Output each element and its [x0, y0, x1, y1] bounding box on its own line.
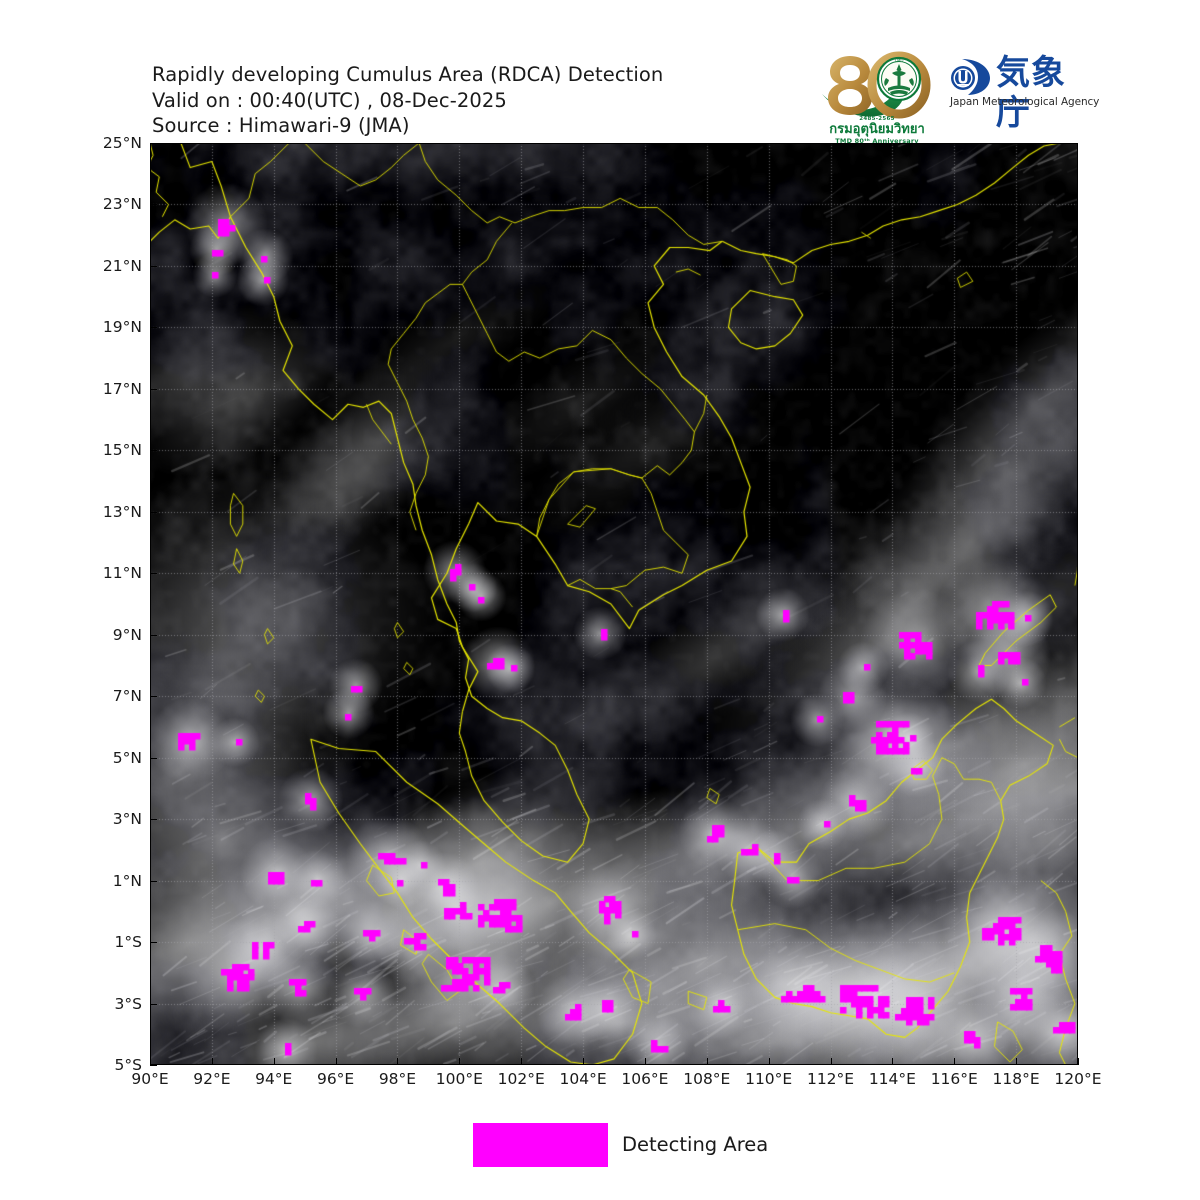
jma-emblem-icon — [951, 59, 990, 95]
longitude-tick-mark — [335, 1058, 337, 1065]
svg-text:TMD: TMD — [894, 58, 904, 63]
longitude-tick-mark — [954, 1058, 956, 1065]
latitude-tick-label: 5°S — [114, 1056, 142, 1074]
latitude-tick-mark — [150, 942, 157, 944]
longitude-tick-mark — [830, 1058, 832, 1065]
latitude-tick-label: 21°N — [102, 256, 142, 275]
longitude-tick-mark — [1016, 1058, 1018, 1065]
legend-label: Detecting Area — [622, 1133, 769, 1156]
latitude-tick-label: 11°N — [102, 564, 142, 583]
longitude-tick-label: 114°E — [868, 1070, 916, 1088]
tmd-80th-anniversary-logo: TMD 2485-2565 กรมอุตุนิยมวิทยา TMD 80ᵗʰ … — [816, 48, 938, 146]
longitude-tick-label: 110°E — [745, 1070, 793, 1088]
longitude-tick-mark — [273, 1058, 275, 1065]
legend-color-swatch — [473, 1123, 608, 1167]
latitude-tick-mark — [150, 1065, 157, 1066]
latitude-tick-mark — [150, 204, 157, 206]
latitude-tick-label: 3°N — [112, 810, 142, 829]
longitude-tick-label: 116°E — [930, 1070, 978, 1088]
latitude-tick-label: 17°N — [102, 379, 142, 398]
longitude-tick-mark — [768, 1058, 770, 1065]
latitude-tick-mark — [150, 634, 157, 636]
tmd-logo-anniversary: TMD 80ᵗʰ Anniversary — [835, 137, 919, 145]
latitude-tick-label: 25°N — [102, 134, 142, 152]
longitude-tick-label: 98°E — [378, 1070, 417, 1088]
longitude-tick-mark — [397, 1058, 399, 1065]
latitude-tick-label: 13°N — [102, 502, 142, 521]
longitude-tick-label: 100°E — [435, 1070, 483, 1088]
longitude-tick-label: 112°E — [806, 1070, 855, 1088]
latitude-tick-mark — [150, 143, 157, 144]
latitude-tick-mark — [150, 450, 157, 452]
latitude-tick-mark — [150, 327, 157, 329]
longitude-tick-mark — [892, 1058, 894, 1065]
longitude-tick-mark — [644, 1058, 646, 1065]
latitude-tick-label: 1°N — [112, 871, 142, 890]
longitude-tick-mark — [706, 1058, 708, 1065]
latitude-tick-mark — [150, 388, 157, 390]
latitude-tick-label: 23°N — [102, 195, 142, 214]
latitude-tick-label: 19°N — [102, 318, 142, 337]
source-line: Source : Himawari-9 (JMA) — [152, 114, 410, 137]
latitude-tick-mark — [150, 757, 157, 759]
longitude-tick-mark — [211, 1058, 213, 1065]
tmd-logo-thai-name: กรมอุตุนิยมวิทยา — [829, 122, 925, 137]
latitude-tick-mark — [150, 573, 157, 575]
longitude-tick-mark — [459, 1058, 461, 1065]
longitude-tick-mark — [1078, 1058, 1079, 1065]
satellite-map-plot[interactable] — [150, 143, 1078, 1065]
figure-title-block: Rapidly developing Cumulus Area (RDCA) D… — [152, 62, 812, 139]
latitude-tick-label: 3°S — [114, 994, 142, 1013]
jma-logo: 気象庁 Japan Meteorological Agency — [950, 53, 1100, 133]
infrared-imagery-layer — [150, 143, 1078, 1065]
page-title: Rapidly developing Cumulus Area (RDCA) D… — [152, 63, 664, 86]
longitude-tick-label: 106°E — [621, 1070, 669, 1088]
longitude-tick-label: 118°E — [992, 1070, 1040, 1088]
valid-time: Valid on : 00:40(UTC) , 08-Dec-2025 — [152, 88, 507, 112]
latitude-tick-label: 15°N — [102, 441, 142, 460]
longitude-tick-mark — [150, 1058, 151, 1065]
longitude-tick-label: 102°E — [497, 1070, 545, 1088]
tmd-80-graphic: TMD — [822, 51, 931, 119]
longitude-tick-mark — [583, 1058, 585, 1065]
jma-kanji-text: 気象庁 — [996, 53, 1066, 133]
latitude-tick-mark — [150, 1003, 157, 1005]
latitude-tick-mark — [150, 696, 157, 698]
latitude-tick-mark — [150, 880, 157, 882]
longitude-tick-label: 108°E — [683, 1070, 731, 1088]
longitude-tick-label: 92°E — [193, 1070, 231, 1088]
latitude-tick-label: 9°N — [112, 625, 142, 644]
tmd-logo-years: 2485-2565 — [859, 116, 895, 122]
longitude-tick-label: 104°E — [559, 1070, 607, 1088]
latitude-tick-label: 1°S — [114, 933, 142, 952]
longitude-tick-label: 120°E — [1054, 1070, 1102, 1088]
latitude-tick-mark — [150, 265, 157, 267]
latitude-tick-label: 7°N — [112, 687, 142, 706]
longitude-tick-label: 94°E — [255, 1070, 293, 1088]
latitude-tick-mark — [150, 819, 157, 821]
longitude-tick-label: 90°E — [131, 1070, 169, 1088]
latitude-tick-mark — [150, 511, 157, 513]
latitude-tick-label: 5°N — [112, 748, 142, 767]
longitude-tick-mark — [521, 1058, 523, 1065]
jma-agency-name: Japan Meteorological Agency — [950, 96, 1100, 108]
longitude-tick-label: 96°E — [316, 1070, 355, 1088]
